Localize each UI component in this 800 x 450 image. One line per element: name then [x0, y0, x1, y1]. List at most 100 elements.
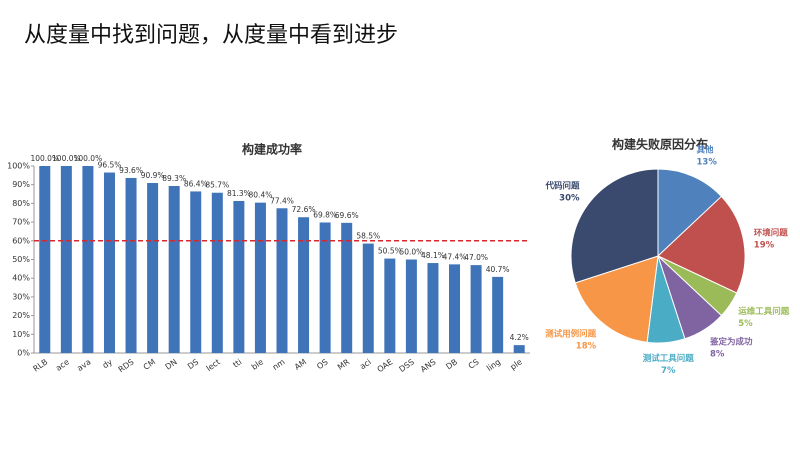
data-label: 80.4% — [249, 191, 273, 200]
slice-label: 测试用例问题 — [545, 328, 597, 339]
slide-title: 从度量中找到问题，从度量中看到进步 — [24, 23, 398, 48]
x-tick-label: CM — [142, 357, 157, 372]
data-label: 85.7% — [205, 181, 229, 190]
y-tick-label: 40% — [12, 274, 30, 283]
slice-label: 代码问题 — [545, 180, 581, 191]
bar — [168, 186, 180, 353]
x-tick-label: AM — [293, 357, 308, 372]
slice-label: 鉴定为成功 — [709, 337, 753, 348]
pie-slice — [657, 195, 746, 294]
y-tick-label: 90% — [12, 180, 30, 189]
slice-value: 18% — [576, 341, 597, 351]
bar — [211, 192, 223, 353]
x-tick-label: aci — [358, 357, 373, 371]
chart-title: 构建成功率 — [242, 142, 302, 157]
data-label: 89.3% — [162, 174, 186, 183]
bar — [147, 183, 159, 353]
x-tick-label: OS — [315, 357, 329, 371]
bar — [362, 243, 374, 353]
y-tick-label: 20% — [12, 311, 30, 320]
slice-value: 7% — [661, 366, 676, 376]
slice-value: 5% — [738, 319, 753, 329]
x-tick-label: DN — [164, 357, 179, 371]
bar — [60, 166, 72, 353]
y-tick-label: 50% — [12, 255, 30, 264]
y-tick-label: 70% — [12, 218, 30, 227]
y-tick-label: 60% — [12, 236, 30, 245]
data-label: 93.6% — [119, 166, 143, 175]
slice-value: 8% — [710, 350, 725, 360]
pie-slice — [574, 255, 659, 343]
slice-label: 其他 — [697, 144, 715, 155]
data-label: 47.0% — [464, 253, 488, 262]
x-tick-label: nm — [271, 357, 287, 372]
data-label: 96.5% — [98, 161, 122, 170]
x-tick-label: ace — [54, 357, 71, 373]
bar — [449, 264, 461, 353]
bar — [39, 166, 51, 353]
x-tick-label: DB — [444, 357, 459, 371]
bar — [125, 177, 137, 353]
x-tick-label: lect — [205, 357, 222, 373]
data-label: 48.1% — [421, 251, 445, 260]
data-label: 40.7% — [486, 265, 510, 274]
chart-title: 构建失败原因分布 — [612, 137, 708, 152]
bar — [190, 191, 202, 353]
slice-value: 19% — [754, 240, 775, 250]
data-label: 86.4% — [184, 179, 208, 188]
x-tick-label: DSS — [397, 357, 416, 374]
x-tick-label: tti — [231, 357, 243, 369]
data-label: 100.0% — [30, 154, 59, 163]
data-label: 50.0% — [399, 248, 423, 257]
bar — [384, 258, 396, 353]
data-label: 81.3% — [227, 189, 251, 198]
x-tick-label: OAE — [376, 357, 395, 374]
data-label: 100.0% — [74, 154, 103, 163]
data-label: 100.0% — [52, 154, 81, 163]
x-tick-label: ling — [485, 357, 502, 373]
bar — [319, 222, 331, 353]
data-label: 77.4% — [270, 196, 294, 205]
y-tick-label: 30% — [12, 292, 30, 301]
bar — [341, 222, 353, 353]
bar — [405, 259, 417, 353]
x-tick-label: ava — [75, 357, 92, 373]
data-label: 4.2% — [510, 333, 529, 342]
slice-label: 测试工具问题 — [643, 353, 695, 364]
bar — [427, 263, 439, 353]
bar — [470, 265, 482, 353]
bar — [103, 172, 115, 353]
y-tick-label: 80% — [12, 199, 30, 208]
data-label: 50.5% — [378, 247, 402, 256]
bar — [492, 276, 504, 353]
x-tick-label: dy — [101, 357, 114, 370]
pie-slice — [657, 168, 723, 258]
x-tick-label: RLB — [31, 357, 49, 373]
data-label: 69.8% — [313, 210, 337, 219]
data-label: 69.6% — [335, 211, 359, 220]
x-tick-label: ple — [509, 357, 524, 371]
x-tick-label: ble — [250, 357, 265, 371]
x-tick-label: MR — [336, 357, 352, 372]
bar — [82, 166, 94, 353]
y-tick-label: 0% — [17, 349, 30, 358]
slice-label: 环境问题 — [754, 227, 789, 238]
bar — [513, 345, 525, 353]
y-tick-label: 10% — [12, 330, 30, 339]
slice-value: 30% — [559, 193, 580, 203]
data-label: 47.4% — [443, 252, 467, 261]
data-label: 72.6% — [292, 205, 316, 214]
bar — [254, 202, 266, 353]
slice-label: 运维工具问题 — [738, 306, 790, 317]
bar — [276, 208, 288, 353]
data-label: 90.9% — [141, 171, 165, 180]
bar — [233, 200, 245, 353]
data-label: 58.5% — [356, 232, 380, 241]
x-tick-label: ANS — [419, 357, 438, 374]
y-tick-label: 100% — [7, 162, 30, 171]
x-tick-label: CS — [467, 357, 481, 370]
pie-slice — [570, 168, 659, 284]
slice-value: 13% — [697, 157, 718, 167]
x-tick-label: DS — [186, 357, 200, 371]
